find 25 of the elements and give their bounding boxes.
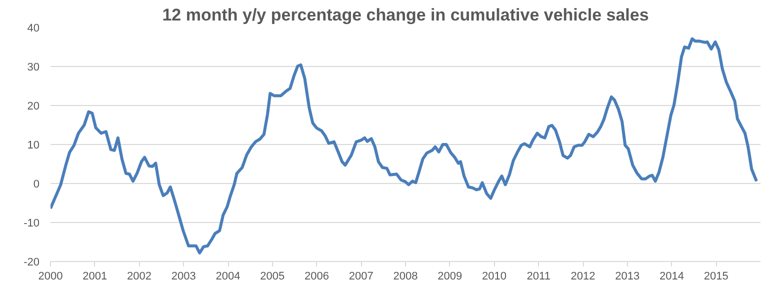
- y-tick-label: -20: [24, 256, 40, 268]
- x-tick-label: 2004: [216, 270, 240, 282]
- y-tick-label: -10: [24, 218, 40, 230]
- x-tick-label: 2001: [82, 270, 108, 282]
- chart-title: 12 month y/y percentage change in cumulative vehicle sales: [162, 6, 649, 24]
- y-tick-label: 20: [27, 100, 40, 112]
- x-tick-label: 2002: [127, 270, 152, 282]
- y-tick-label: 0: [33, 178, 40, 190]
- y-tick-label: 10: [27, 140, 40, 152]
- x-tick-label: 2015: [704, 270, 728, 282]
- x-tick-label: 2003: [171, 270, 196, 282]
- x-tick-label: 2014: [660, 270, 684, 282]
- x-tick-label: 2008: [393, 270, 418, 282]
- x-tick-label: 2011: [526, 270, 550, 282]
- x-tick-label: 2013: [615, 270, 640, 282]
- y-tick-label: 40: [27, 22, 40, 34]
- line-series: [50, 37, 758, 254]
- y-tick-label: 30: [27, 62, 40, 74]
- x-tick-label: 2000: [38, 270, 63, 282]
- x-tick-label: 2009: [438, 270, 462, 282]
- x-tick-label: 2012: [570, 270, 596, 282]
- x-tick-label: 2007: [348, 270, 374, 282]
- x-tick-label: 2006: [304, 270, 329, 282]
- x-tick-label: 2005: [260, 270, 285, 282]
- x-tick-label: 2010: [482, 270, 506, 282]
